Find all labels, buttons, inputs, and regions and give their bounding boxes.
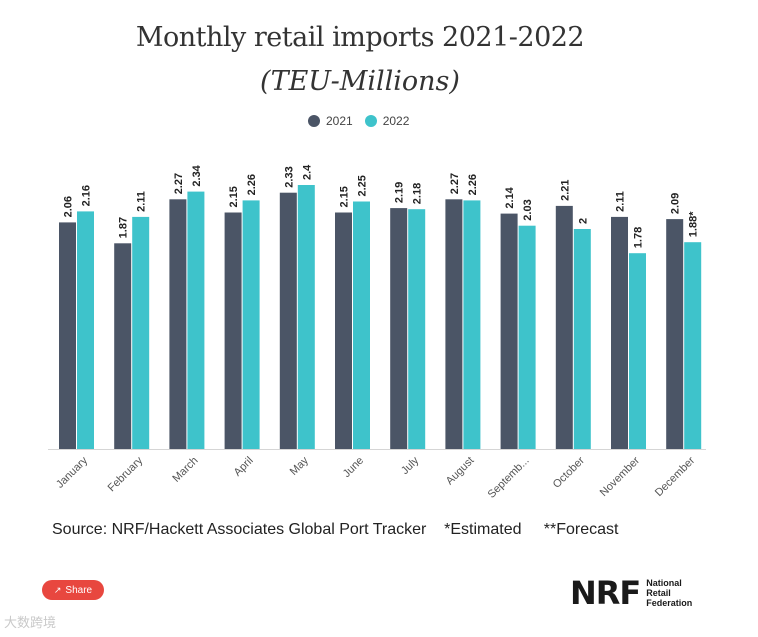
legend-label-2022: 2022 <box>382 114 410 128</box>
legend-swatch-2022 <box>364 115 377 127</box>
data-label-2021-10: 2.11 <box>615 191 627 212</box>
data-label-2021-6: 2.19 <box>394 182 406 203</box>
bar-2022-0 <box>77 211 94 449</box>
watermark: 大数跨境 <box>4 615 57 630</box>
data-label-2022-11: 1.88* <box>688 211 700 237</box>
bar-2022-3 <box>242 200 260 449</box>
x-tick-label: October <box>551 454 587 490</box>
data-label-2022-3: 2.26 <box>246 174 258 195</box>
data-label-2022-6: 2.18 <box>412 183 424 204</box>
data-label-2021-3: 2.15 <box>228 186 240 207</box>
bar-2021-6 <box>390 208 408 449</box>
data-label-2022-8: 2.03 <box>522 199 534 220</box>
share-icon: ↗ <box>53 584 62 595</box>
data-label-2022-7: 2.26 <box>467 174 479 195</box>
bar-2022-9 <box>573 229 591 449</box>
bar-2022-1 <box>132 216 150 449</box>
source-note: Source: NRF/Hackett Associates Global Po… <box>52 521 619 538</box>
nrf-logo-line: Retail <box>646 588 671 598</box>
bar-2021-8 <box>500 213 518 449</box>
bar-2022-2 <box>187 191 205 449</box>
bar-2021-3 <box>224 212 242 449</box>
legend-item-2022[interactable]: 2022 <box>364 114 410 128</box>
data-label-2021-5: 2.15 <box>339 186 351 207</box>
data-label-2021-2: 2.27 <box>173 173 185 194</box>
bar-2021-5 <box>335 212 352 449</box>
bar-2021-2 <box>169 199 187 449</box>
bar-chart: 2.06 2.16 January 1.87 2.11 February 2.27 2.34 M… <box>48 164 706 501</box>
x-tick-label: November <box>598 454 643 499</box>
chart-legend: 2021 2022 <box>308 114 421 128</box>
x-tick-label: February <box>106 454 146 494</box>
bar-2021-1 <box>114 243 132 449</box>
x-tick-label: January <box>54 454 91 491</box>
bar-2022-5 <box>353 201 370 449</box>
nrf-logo-line: Federation <box>646 598 693 608</box>
nrf-logo-text: National Retail Federation <box>646 578 692 608</box>
data-label-2021-8: 2.14 <box>504 186 516 208</box>
x-tick-label: August <box>444 455 477 488</box>
data-label-2022-5: 2.25 <box>357 175 369 196</box>
nrf-logo-line: National <box>646 578 682 588</box>
legend-item-2021[interactable]: 2021 <box>308 114 353 128</box>
x-tick-label: July <box>399 454 422 477</box>
x-tick-label: Septemb... <box>486 455 532 501</box>
data-label-2021-0: 2.06 <box>63 196 75 217</box>
bar-2022-4 <box>297 185 315 449</box>
bar-2022-8 <box>518 225 536 449</box>
chart-title: Monthly retail imports 2021-2022 <box>135 22 585 53</box>
nrf-logo[interactable]: NRF National Retail Federation <box>570 574 692 612</box>
legend-label-2021: 2021 <box>326 114 353 128</box>
data-label-2021-9: 2.21 <box>559 179 571 200</box>
x-tick-label: June <box>341 455 366 480</box>
legend-swatch-2021 <box>308 115 320 127</box>
data-label-2022-1: 2.11 <box>136 191 148 212</box>
data-label-2022-4: 2.4 <box>301 164 313 180</box>
x-tick-label: April <box>232 455 256 479</box>
bar-2021-9 <box>555 205 573 449</box>
bar-2021-7 <box>445 199 463 449</box>
data-label-2022-9: 2 <box>577 218 589 224</box>
data-label-2021-7: 2.27 <box>449 173 461 194</box>
bar-2022-11 <box>684 242 702 449</box>
share-button[interactable]: ↗ Share <box>42 580 104 600</box>
share-label: Share <box>65 584 93 596</box>
x-tick-label: May <box>288 454 312 478</box>
data-label-2021-4: 2.33 <box>283 166 295 187</box>
bar-2021-10 <box>611 216 628 449</box>
bar-2021-0 <box>59 222 76 449</box>
nrf-logo-mark: NRF <box>570 574 641 612</box>
data-label-2022-0: 2.16 <box>81 185 93 206</box>
x-tick-label: December <box>653 454 698 499</box>
bar-2021-4 <box>279 192 297 449</box>
data-label-2021-1: 1.87 <box>118 217 130 238</box>
data-label-2021-11: 2.09 <box>670 193 682 214</box>
data-label-2022-2: 2.34 <box>191 164 203 186</box>
bar-2022-10 <box>629 253 646 449</box>
bar-2021-11 <box>666 219 684 449</box>
x-tick-label: March <box>170 455 200 485</box>
data-label-2022-10: 1.78 <box>633 227 645 248</box>
chart-subtitle: (TEU-Millions) <box>260 66 460 97</box>
bar-2022-6 <box>408 209 426 449</box>
bar-2022-7 <box>463 200 481 449</box>
